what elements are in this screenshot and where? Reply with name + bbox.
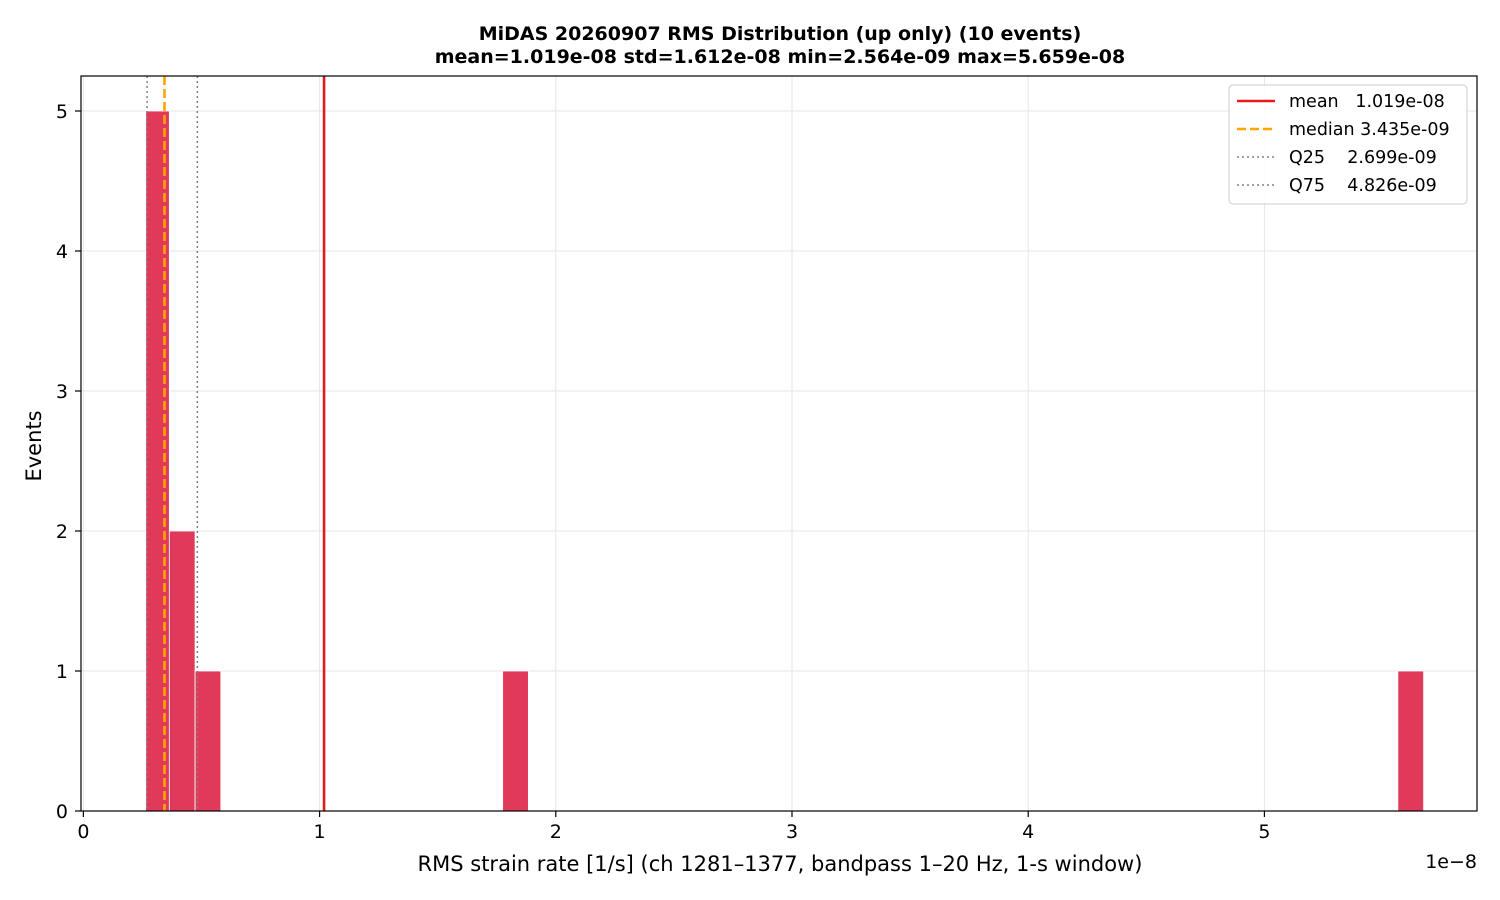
legend-entry-label: mean 1.019e-08 [1289, 92, 1445, 112]
histogram-bar [1397, 670, 1425, 812]
histogram-bar [194, 670, 222, 812]
statistic-lines [146, 76, 326, 811]
y-axis-ticks: 0 1 2 3 4 5 [56, 101, 81, 823]
x-axis-label: RMS strain rate [1/s] (ch 1281–1377, ban… [418, 852, 1143, 876]
chart-title: MiDAS 20260907 RMS Distribution (up only… [479, 23, 1082, 45]
plot-frame [80, 75, 1478, 812]
x-tick-label: 1 [314, 821, 326, 843]
x-tick-label: 2 [550, 821, 562, 843]
chart-subtitle: mean=1.019e-08 std=1.612e-08 min=2.564e-… [435, 46, 1126, 68]
legend: mean 1.019e-08 median 3.435e-09 Q25 2.699e… [1228, 84, 1468, 205]
x-axis-offset-label: 1e−8 [1425, 851, 1477, 873]
histogram-bar [168, 530, 196, 812]
y-tick-label: 4 [56, 241, 68, 263]
y-tick-label: 1 [56, 661, 68, 683]
legend-entry-label: median 3.435e-09 [1289, 120, 1450, 140]
legend-box [1228, 84, 1468, 205]
x-tick-label: 0 [77, 821, 89, 843]
y-tick-label: 2 [56, 521, 68, 543]
y-tick-label: 0 [56, 801, 68, 823]
y-tick-label: 3 [56, 381, 68, 403]
histogram-bar [502, 670, 529, 812]
x-tick-label: 3 [786, 821, 798, 843]
legend-entry-label: Q75 4.826e-09 [1289, 176, 1437, 196]
legend-entry-label: Q25 2.699e-09 [1289, 148, 1437, 168]
x-axis-ticks: 0 1 2 3 4 5 [77, 811, 1270, 843]
y-tick-label: 5 [56, 101, 68, 123]
y-axis-label: Events [22, 410, 46, 481]
x-tick-label: 5 [1258, 821, 1270, 843]
x-tick-label: 4 [1022, 821, 1034, 843]
